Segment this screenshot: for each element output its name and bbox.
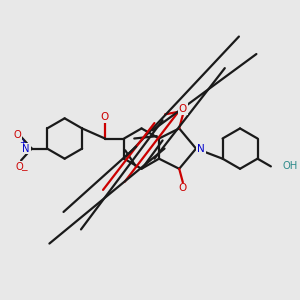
Text: N: N <box>197 144 205 154</box>
Text: O: O <box>13 130 21 140</box>
Text: O: O <box>179 104 187 114</box>
Text: O: O <box>16 161 24 172</box>
Text: O: O <box>179 184 187 194</box>
Text: N: N <box>22 144 30 154</box>
Text: −: − <box>20 166 28 175</box>
Text: O: O <box>101 112 109 122</box>
Text: OH: OH <box>283 161 298 171</box>
Text: +: + <box>19 139 26 148</box>
